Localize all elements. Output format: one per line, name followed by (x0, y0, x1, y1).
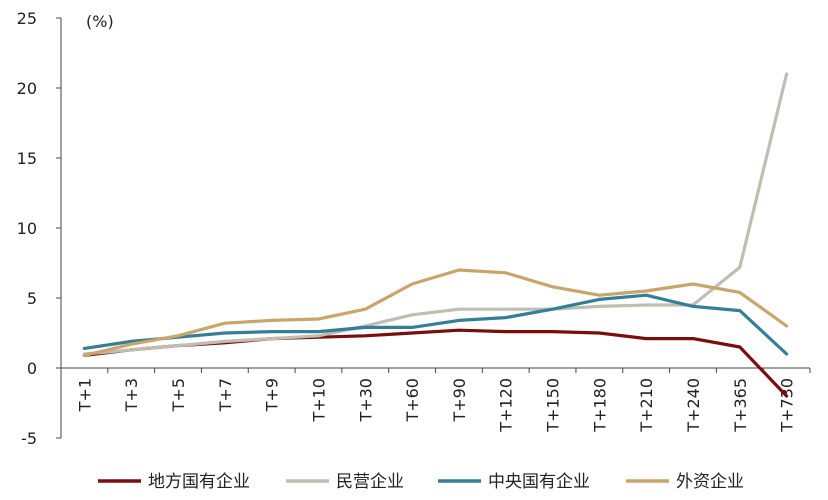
x-tick-label: T+150 (544, 378, 563, 433)
legend: 地方国有企业 民营企业 中央国有企业 外资企业 (98, 472, 744, 492)
y-axis: -5 0 5 10 15 20 25 (17, 9, 62, 448)
x-tick-label: T+5 (169, 378, 188, 412)
x-tick-label: T+730 (778, 378, 797, 433)
x-tick-label: T+90 (450, 378, 469, 423)
y-tick-label: 0 (27, 359, 37, 378)
x-axis: T+1 T+3 T+5 T+7 T+9 T+10 T+30 T+60 T+90 T+120 T+15… (60, 367, 811, 433)
x-tick-label: T+9 (263, 378, 282, 412)
series-lines (82, 72, 789, 398)
x-tick-label: T+210 (637, 378, 656, 433)
y-tick-label: 20 (17, 79, 37, 98)
y-tick-label: 10 (17, 219, 37, 238)
y-tick-label: 5 (27, 289, 37, 308)
x-tick-label: T+7 (216, 378, 235, 412)
x-tick-label: T+240 (684, 378, 703, 433)
x-tick-label: T+30 (356, 378, 375, 423)
series-line (82, 72, 789, 356)
series-line (82, 268, 789, 357)
y-unit-label: (%) (86, 12, 114, 31)
y-tick-label: 25 (17, 9, 37, 28)
x-tick-label: T+1 (75, 378, 94, 412)
x-tick-label: T+180 (590, 378, 609, 433)
legend-label: 民营企业 (336, 472, 404, 492)
x-tick-label: T+10 (309, 378, 328, 423)
legend-label: 外资企业 (676, 472, 744, 492)
x-tick-label: T+120 (497, 378, 516, 433)
legend-label: 地方国有企业 (148, 472, 250, 492)
x-tick-label: T+60 (403, 378, 422, 423)
series-line (82, 328, 789, 398)
y-tick-label: -5 (21, 429, 37, 448)
y-tick-label: 15 (17, 149, 37, 168)
legend-label: 中央国有企业 (488, 472, 590, 492)
x-tick-label: T+365 (731, 378, 750, 433)
x-tick-label: T+3 (122, 378, 141, 412)
series-line (82, 293, 789, 356)
